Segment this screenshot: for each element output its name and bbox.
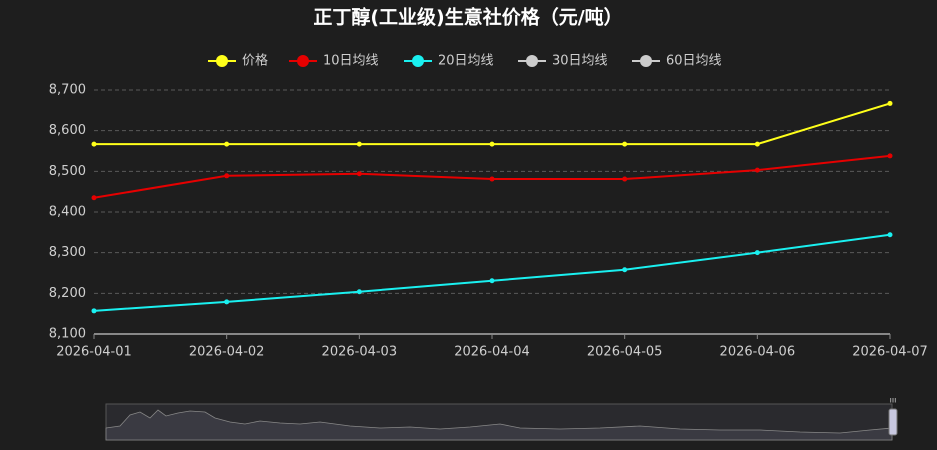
data-point xyxy=(356,141,362,147)
y-tick-label: 8,100 xyxy=(49,327,86,342)
data-point xyxy=(622,141,628,147)
data-point xyxy=(224,173,230,179)
legend-marker xyxy=(216,55,228,67)
data-zoom[interactable]: ııı xyxy=(105,396,898,441)
data-point xyxy=(887,153,893,159)
legend-label: 60日均线 xyxy=(666,54,722,69)
data-point xyxy=(356,289,362,295)
x-tick-label: 2026-04-05 xyxy=(587,345,663,360)
legend-label: 30日均线 xyxy=(552,54,608,69)
y-tick-label: 8,600 xyxy=(49,123,86,138)
x-tick-label: 2026-04-03 xyxy=(322,345,398,360)
zoom-preview xyxy=(105,409,893,441)
data-point xyxy=(754,250,760,256)
legend-marker xyxy=(297,55,309,67)
legend-marker xyxy=(640,55,652,67)
x-tick-label: 2026-04-02 xyxy=(189,345,265,360)
legend-label: 价格 xyxy=(242,53,268,69)
legend-label: 10日均线 xyxy=(323,54,379,69)
y-tick-label: 8,300 xyxy=(49,245,86,260)
y-tick-label: 8,200 xyxy=(49,286,86,301)
y-tick-label: 8,500 xyxy=(49,164,86,179)
x-tick-label: 2026-04-06 xyxy=(720,345,796,360)
legend-marker xyxy=(412,55,424,67)
data-point xyxy=(224,141,230,147)
data-point xyxy=(224,299,230,305)
legend-label: 20日均线 xyxy=(438,54,494,69)
zoom-handle[interactable] xyxy=(888,408,898,436)
data-point xyxy=(91,308,97,314)
data-point xyxy=(622,176,628,182)
legend-marker xyxy=(526,55,538,67)
x-tick-label: 2026-04-07 xyxy=(852,345,928,360)
data-point xyxy=(356,171,362,177)
x-tick-label: 2026-04-04 xyxy=(454,345,530,360)
data-point xyxy=(622,267,628,273)
x-tick-label: 2026-04-01 xyxy=(56,345,132,360)
chart-title: 正丁醇(工业级)生意社价格（元/吨） xyxy=(313,6,622,29)
data-point xyxy=(489,278,495,284)
data-point xyxy=(91,141,97,147)
data-point xyxy=(489,141,495,147)
y-tick-label: 8,400 xyxy=(49,205,86,220)
data-point xyxy=(91,195,97,201)
y-tick-label: 8,700 xyxy=(49,83,86,98)
data-point xyxy=(754,167,760,173)
data-point xyxy=(887,100,893,106)
data-point xyxy=(489,176,495,182)
series-line xyxy=(94,102,891,146)
data-point xyxy=(887,232,893,238)
zoom-grip: ııı xyxy=(890,396,897,405)
series-line xyxy=(93,233,891,312)
data-point xyxy=(754,141,760,147)
